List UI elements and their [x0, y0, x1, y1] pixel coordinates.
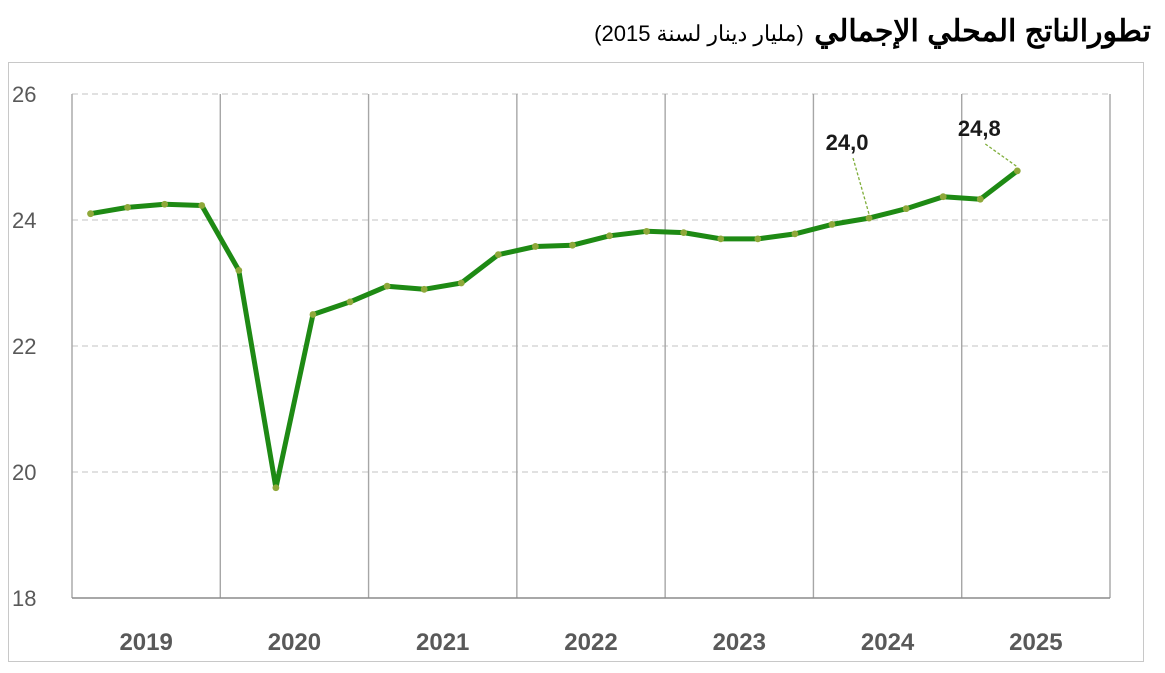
- annotation-leader: [984, 143, 1018, 168]
- x-year-label: 2025: [1009, 629, 1062, 656]
- data-point: [717, 235, 725, 243]
- x-year-label: 2023: [713, 629, 766, 656]
- data-point: [865, 214, 873, 222]
- y-tick-labels: 18 20 22 24 26: [12, 82, 36, 611]
- data-point: [494, 251, 502, 259]
- data-point: [680, 229, 688, 237]
- annotation-label: 24,8: [958, 116, 1001, 141]
- x-year-label: 2024: [861, 629, 915, 656]
- data-point: [235, 267, 243, 274]
- x-year-label: 2020: [268, 629, 321, 656]
- y-tick-label: 24: [12, 208, 36, 233]
- series-group: [87, 167, 1021, 492]
- data-point: [643, 227, 651, 235]
- data-point: [161, 200, 169, 208]
- data-point: [939, 193, 947, 201]
- y-tick-label: 22: [12, 334, 36, 359]
- data-point: [124, 204, 132, 211]
- y-tick-label: 18: [12, 586, 36, 611]
- data-point: [606, 232, 613, 240]
- data-point: [272, 484, 280, 492]
- x-year-label: 2021: [416, 629, 469, 656]
- chart-title: تطورالناتج المحلي الإجمالي (مليار دينار …: [594, 14, 1151, 49]
- data-point: [420, 285, 428, 293]
- data-point: [531, 243, 539, 250]
- y-tick-label: 26: [12, 82, 36, 107]
- x-year-label: 2022: [564, 629, 617, 656]
- data-point: [754, 235, 762, 243]
- data-point: [457, 279, 465, 287]
- x-year-labels: 2019 2020 2021 2022 2023 2024 2025: [119, 629, 1062, 656]
- data-point: [1013, 167, 1021, 175]
- data-point: [309, 311, 317, 318]
- data-point: [902, 205, 910, 213]
- annotations: 24,0 24,8: [826, 116, 1018, 215]
- annotation-label: 24,0: [826, 130, 869, 155]
- series-line: [88, 168, 1020, 491]
- data-point: [198, 202, 206, 209]
- x-year-label: 2019: [119, 629, 172, 656]
- chart-title-main: تطورالناتج المحلي الإجمالي: [814, 15, 1151, 48]
- grid-lines: [71, 93, 1111, 599]
- y-tick-label: 20: [12, 460, 36, 485]
- chart-title-sub: (مليار دينار لسنة 2015): [594, 21, 804, 46]
- data-point: [976, 195, 984, 203]
- chart-frame: [8, 62, 1144, 662]
- data-point: [87, 210, 94, 218]
- data-point: [828, 221, 836, 228]
- data-point: [791, 230, 799, 238]
- annotation-leader: [852, 157, 870, 215]
- data-point: [569, 241, 576, 249]
- data-point: [383, 282, 391, 290]
- data-point: [346, 298, 354, 306]
